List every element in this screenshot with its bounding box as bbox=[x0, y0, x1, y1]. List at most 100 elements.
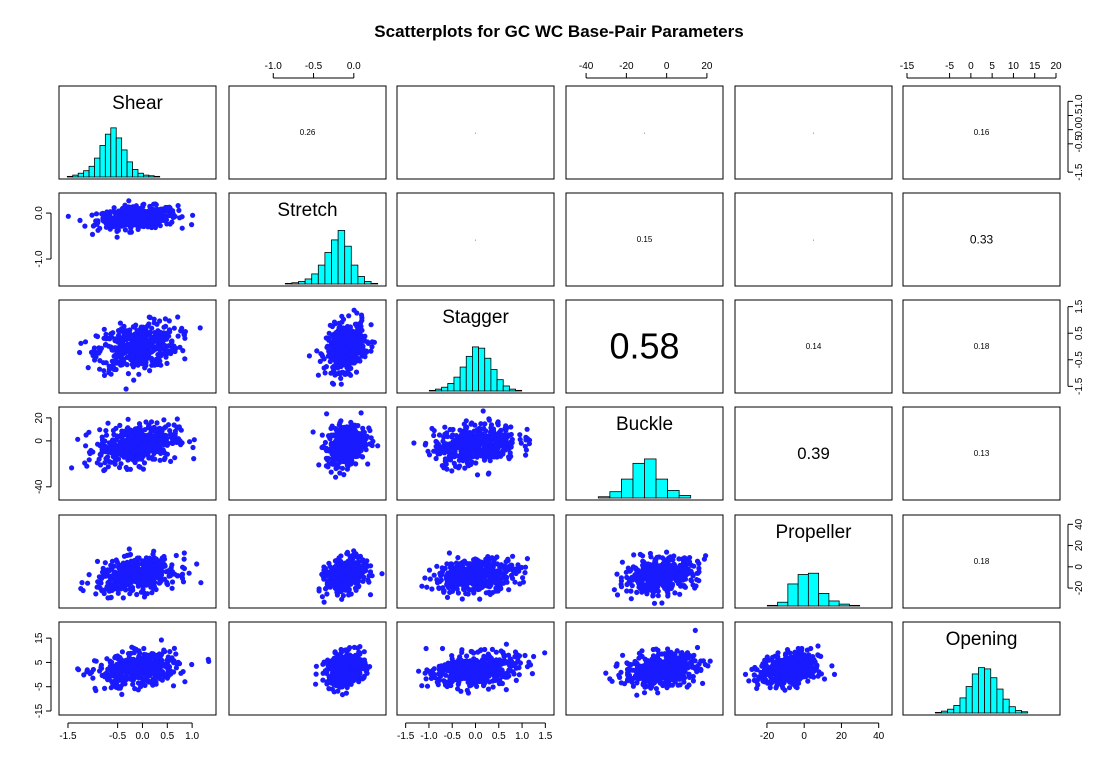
scatter-point bbox=[322, 586, 329, 592]
scatter-point bbox=[333, 462, 339, 468]
scatter-point bbox=[503, 423, 509, 429]
scatter-point bbox=[154, 209, 160, 215]
hist-bar-stretch bbox=[337, 230, 346, 285]
scatter-point bbox=[189, 222, 195, 228]
scatter-point bbox=[139, 361, 145, 367]
hist-bar-stretch bbox=[284, 282, 293, 285]
hist-bar-stretch bbox=[364, 281, 372, 285]
scatter-point bbox=[316, 588, 322, 594]
scatter-point bbox=[331, 447, 337, 453]
scatter-point bbox=[324, 591, 330, 597]
scatter-point bbox=[672, 590, 678, 596]
scatter-point bbox=[322, 439, 328, 446]
scatter-point bbox=[109, 558, 115, 564]
scatter-point bbox=[680, 577, 686, 583]
scatter-point bbox=[628, 567, 634, 573]
scatter-point bbox=[478, 569, 484, 575]
scatter-point bbox=[93, 218, 99, 224]
scatter-point bbox=[444, 561, 450, 567]
scatter-point bbox=[101, 672, 107, 679]
scatter-point bbox=[431, 432, 437, 439]
scatter-point bbox=[103, 432, 110, 438]
hist-bar-stretch bbox=[350, 264, 359, 285]
scatter-point bbox=[614, 592, 621, 598]
scatter-point bbox=[469, 459, 475, 465]
scatter-point bbox=[687, 555, 693, 561]
scatter-point bbox=[446, 550, 452, 556]
scatter-point bbox=[703, 553, 709, 559]
scatter-point bbox=[106, 370, 112, 376]
scatter-point bbox=[180, 564, 186, 570]
scatter-point bbox=[97, 462, 104, 468]
scatter-point bbox=[619, 559, 626, 565]
scatter-point bbox=[328, 425, 334, 431]
scatter-point bbox=[338, 350, 344, 356]
hist-bar-stretch bbox=[291, 282, 299, 285]
scatter-point bbox=[99, 588, 105, 594]
scatter-point bbox=[138, 443, 144, 449]
scatter-point bbox=[637, 551, 643, 558]
scatter-point bbox=[96, 350, 102, 356]
scatter-point bbox=[328, 469, 334, 475]
scatter-point bbox=[443, 461, 449, 467]
scatter-point bbox=[150, 206, 156, 212]
scatter-point bbox=[161, 417, 167, 423]
scatter-point bbox=[314, 348, 320, 354]
scatter-point bbox=[157, 569, 163, 575]
scatter-point bbox=[459, 452, 465, 458]
scatter-point bbox=[484, 438, 490, 444]
panel-stagger-buckle bbox=[565, 299, 724, 394]
scatter-point bbox=[77, 349, 83, 356]
scatter-point bbox=[674, 565, 680, 571]
scatter-point bbox=[422, 442, 428, 448]
scatter-point bbox=[326, 335, 332, 341]
scatter-point bbox=[350, 338, 357, 344]
scatter-point bbox=[109, 358, 115, 364]
scatter-point bbox=[130, 204, 136, 210]
diag-label-shear: Shear bbox=[112, 93, 163, 114]
scatter-point bbox=[115, 590, 121, 596]
scatter-point bbox=[348, 342, 354, 348]
correlation-label: 0.13 bbox=[974, 449, 990, 458]
hist-bar-stagger bbox=[502, 385, 510, 392]
hist-bar-stagger bbox=[508, 388, 516, 392]
scatter-point bbox=[368, 322, 374, 328]
scatter-point bbox=[157, 223, 163, 229]
scatter-point bbox=[167, 649, 173, 655]
scatter-point bbox=[369, 344, 375, 350]
scatter-point bbox=[149, 590, 155, 596]
scatter-point bbox=[110, 364, 116, 370]
scatter-point bbox=[485, 471, 491, 477]
scatter-point bbox=[95, 441, 101, 447]
scatter-point bbox=[117, 422, 123, 428]
scatter-point bbox=[508, 424, 514, 430]
scatter-point bbox=[136, 567, 142, 573]
scatter-point bbox=[90, 223, 96, 229]
scatter-point bbox=[339, 596, 345, 602]
scatter-point bbox=[163, 424, 169, 430]
scatter-point bbox=[121, 323, 127, 329]
scatter-point bbox=[353, 369, 360, 375]
scatter-point bbox=[118, 344, 124, 350]
scatter-point bbox=[339, 313, 345, 319]
scatter-point bbox=[139, 223, 145, 229]
scatter-point bbox=[173, 345, 179, 351]
scatter-point bbox=[426, 452, 433, 458]
scatter-point bbox=[171, 645, 177, 652]
scatter-point bbox=[504, 574, 510, 581]
scatter-point bbox=[517, 436, 523, 443]
correlation-label: 0.15 bbox=[637, 235, 653, 244]
scatter-point bbox=[359, 443, 365, 449]
scatter-point bbox=[346, 313, 352, 319]
scatter-point bbox=[352, 355, 358, 361]
scatter-point bbox=[469, 430, 475, 436]
scatter-point bbox=[114, 337, 120, 343]
scatter-point bbox=[164, 360, 170, 366]
scatter-point bbox=[334, 432, 340, 438]
scatter-point bbox=[335, 440, 341, 446]
scatter-point bbox=[349, 351, 355, 357]
scatter-point bbox=[634, 589, 640, 596]
scatter-point bbox=[688, 578, 695, 584]
scatter-point bbox=[484, 454, 491, 460]
hist-bar-propeller bbox=[828, 600, 840, 607]
